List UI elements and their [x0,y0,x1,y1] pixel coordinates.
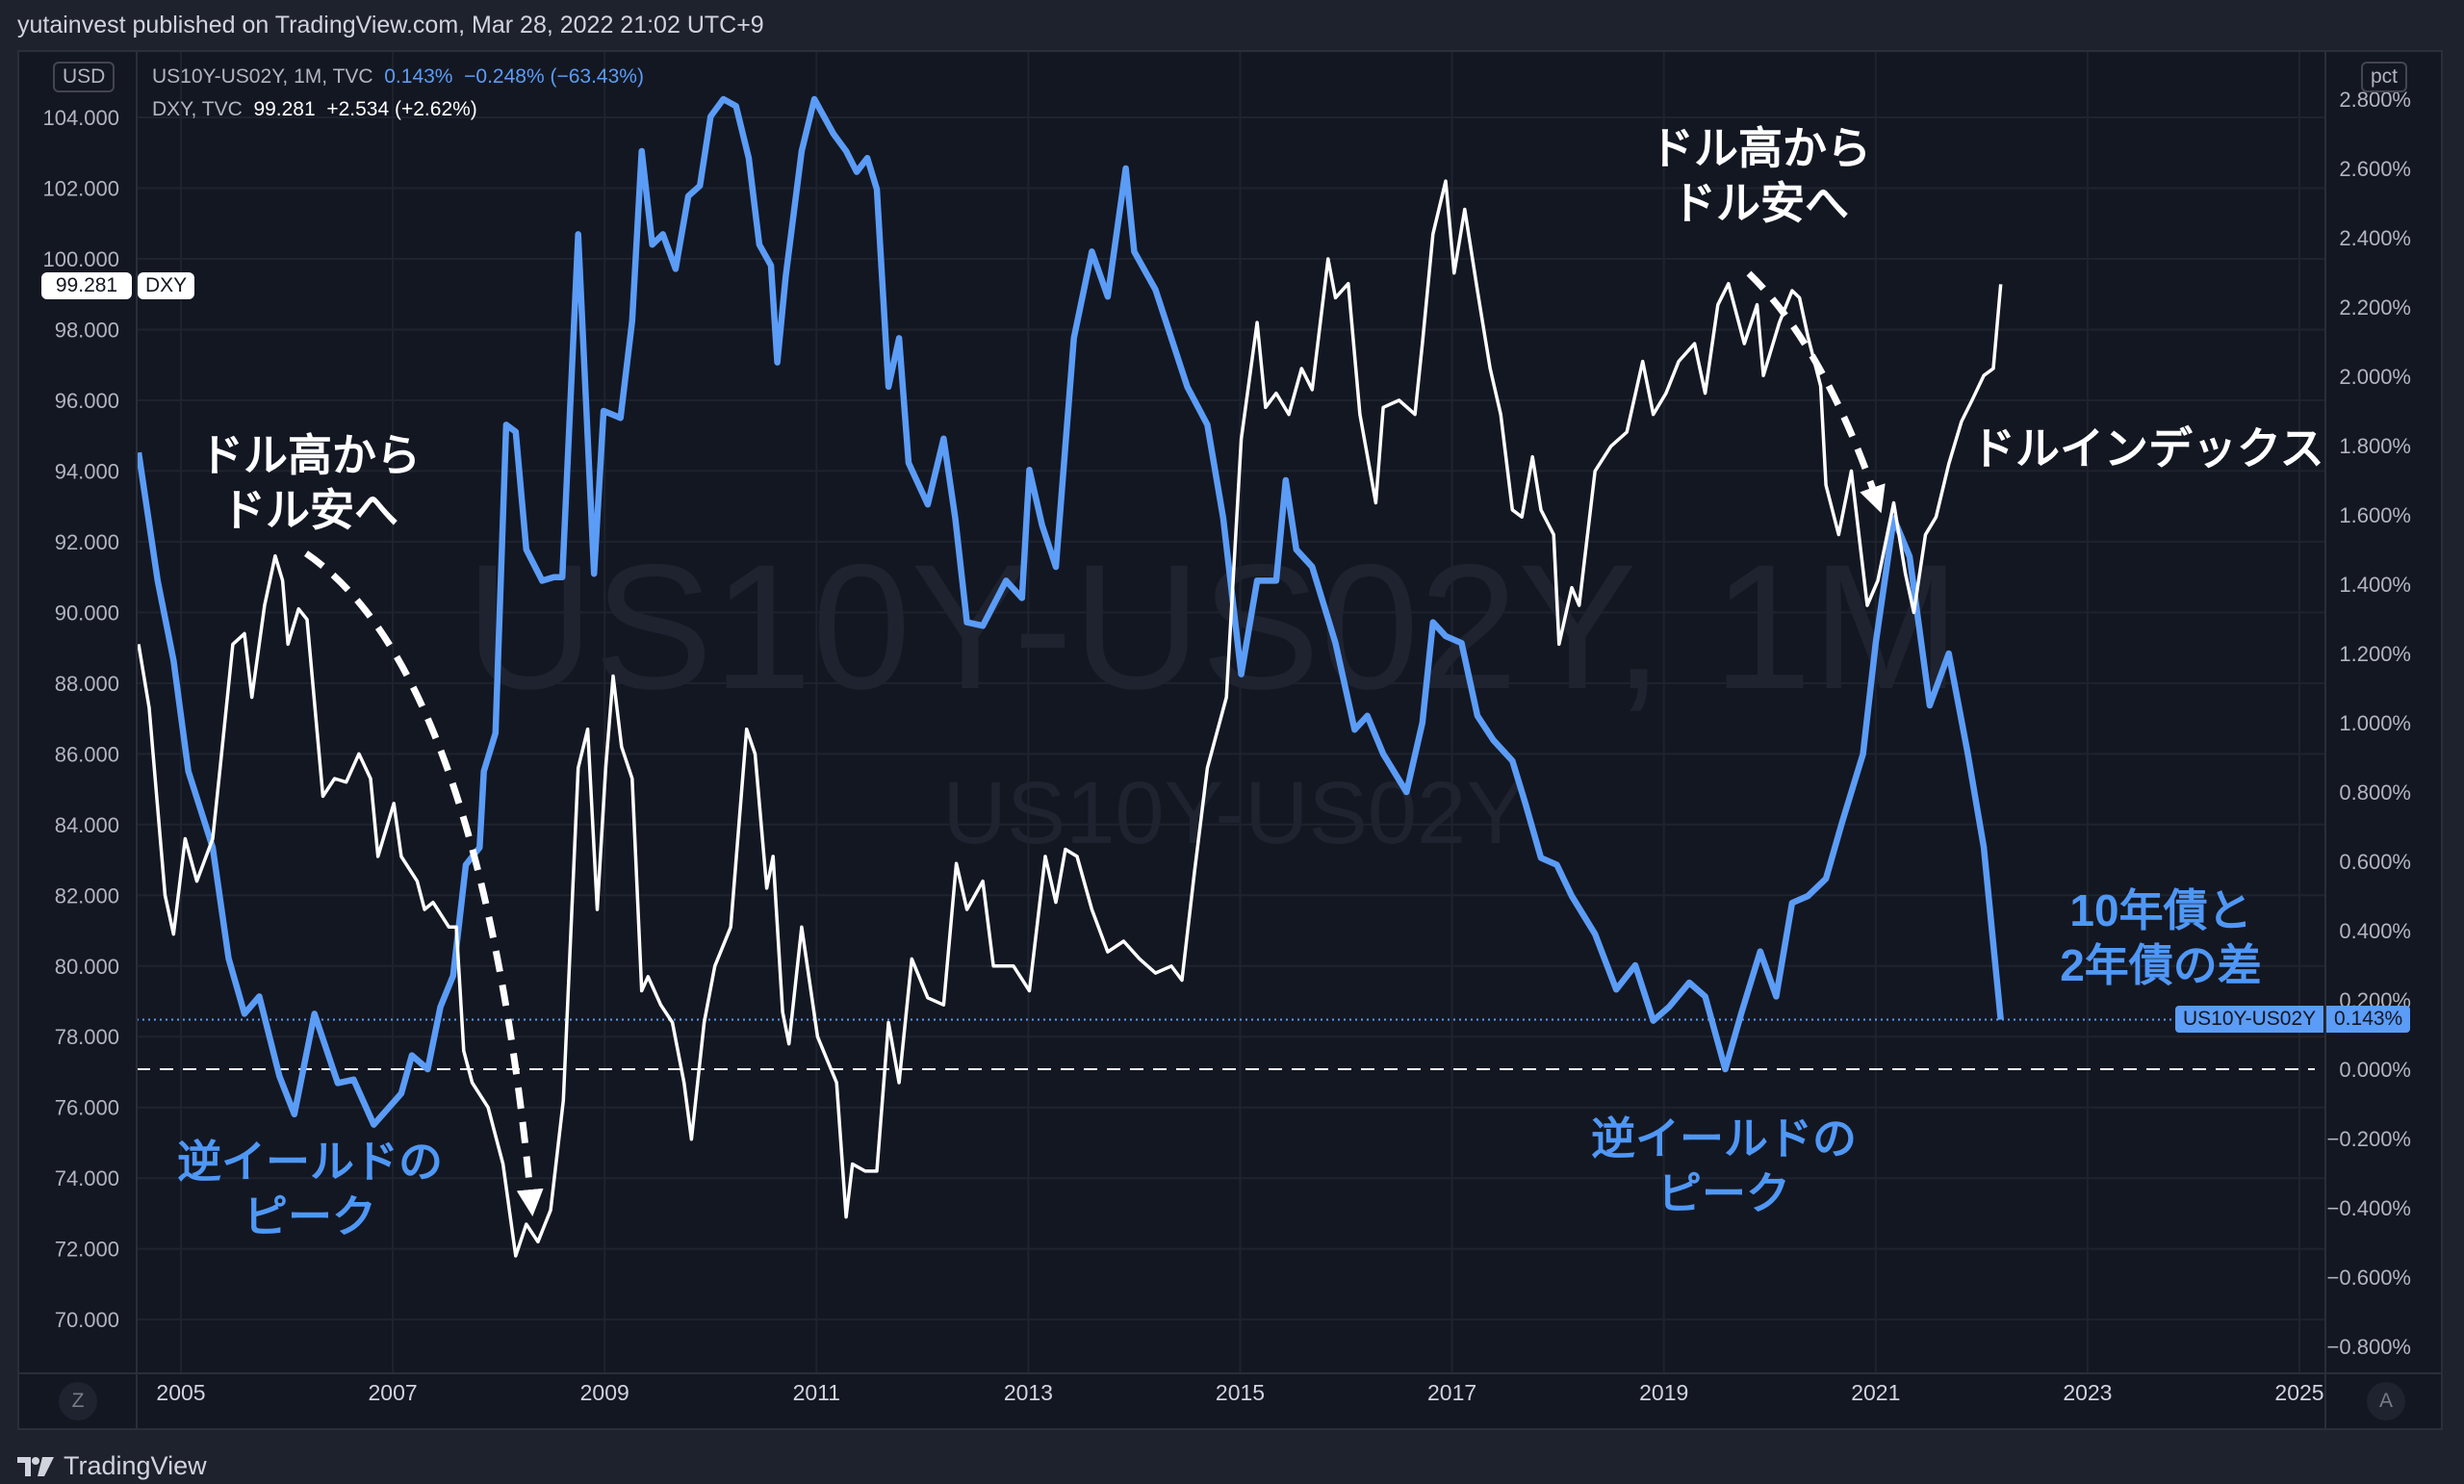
dxy-price-label: 99.281 [41,272,132,299]
left-axis-ticks: 104.000 102.000 100.000 98.000 96.000 94.000 9… [42,106,119,1332]
time-tick-label: 2013 [1004,1380,1053,1405]
tradingview-brand: TradingView [64,1451,207,1480]
right-tick-label: −0.400% [2327,1196,2411,1220]
series-lines [135,95,2004,1258]
left-tick-label: 98.000 [55,318,119,342]
time-axis-ticks: 2005 2007 2009 2011 2013 2015 2017 2019 2021 2023… [156,1380,2323,1405]
right-tick-label: 0.000% [2339,1058,2411,1082]
legend-spread[interactable]: US10Y-US02Y, 1M, TVC 0.143% −0.248% (−63… [152,65,644,89]
right-tick-label: −0.600% [2327,1266,2411,1290]
left-tick-label: 76.000 [55,1096,119,1120]
published-header: yutainvest published on TradingView.com,… [17,12,764,38]
annotation-usd-strong-to-weak-1: ドル高から ドル安へ [199,430,421,535]
reference-lines [137,1018,2325,1070]
right-tick-label: −0.200% [2327,1127,2411,1151]
time-tick-label: 2019 [1639,1380,1688,1405]
time-tick-label: 2005 [156,1380,205,1405]
time-tick-label: 2021 [1851,1380,1900,1405]
right-tick-label: 2.600% [2339,157,2411,181]
right-tick-label: 1.400% [2339,573,2411,597]
legend-spread-change: −0.248% (−63.43%) [464,65,644,88]
right-tick-label: 1.800% [2339,434,2411,458]
time-tick-label: 2017 [1427,1380,1476,1405]
left-tick-label: 86.000 [55,742,119,766]
left-tick-label: 90.000 [55,601,119,625]
chart-frame[interactable] [17,50,2443,1430]
left-tick-label: 94.000 [55,459,119,483]
spread-name-label: US10Y-US02Y [2175,1006,2324,1033]
time-tick-label: 2023 [2063,1380,2112,1405]
time-tick-label: 2011 [793,1380,840,1405]
left-tick-label: 74.000 [55,1166,119,1190]
legend-spread-name: US10Y-US02Y, 1M, TVC [152,65,373,88]
annotation-spread-label: 10年債と 2年債の差 [2060,885,2262,990]
legend-dxy-change: +2.534 (+2.62%) [326,98,477,120]
left-tick-label: 78.000 [55,1025,119,1049]
left-tick-label: 70.000 [55,1308,119,1332]
left-tick-label: 92.000 [55,530,119,554]
right-tick-label: 0.400% [2339,919,2411,943]
dashed-arrow-2020-2021 [1746,270,1886,514]
auto-scale-button[interactable]: A [2367,1382,2405,1420]
watermark-main: US10Y-US02Y, 1M [466,528,1961,727]
left-tick-label: 80.000 [55,955,119,979]
right-axis-ticks: 2.800%2.600%2.400%2.200%2.000%1.800%1.60… [2327,88,2411,1359]
tradingview-logo-icon [17,1456,54,1476]
auto-zoom-button[interactable]: Z [59,1382,97,1420]
time-tick-label: 2015 [1216,1380,1265,1405]
legend-spread-value: 0.143% [384,65,453,88]
dxy-name-label: DXY [138,272,195,299]
right-tick-label: 1.600% [2339,503,2411,527]
right-tick-label: 2.400% [2339,226,2411,250]
spread-line [135,95,2004,1128]
left-axis-unit-button[interactable]: USD [53,62,116,92]
left-tick-label: 84.000 [55,813,119,837]
left-tick-label: 104.000 [42,106,119,130]
legend-dxy[interactable]: DXY, TVC 99.281 +2.534 (+2.62%) [152,98,477,121]
left-tick-label: 72.000 [55,1238,119,1262]
time-tick-label: 2025 [2274,1380,2323,1405]
left-tick-label: 100.000 [42,247,119,271]
watermark-sub: US10Y-US02Y [942,764,1525,862]
left-tick-label: 88.000 [55,672,119,696]
annotation-inverted-peak-2: 逆イールドの ピーク [1591,1113,1857,1218]
right-tick-label: 2.000% [2339,365,2411,389]
time-tick-label: 2009 [580,1380,629,1405]
annotation-inverted-peak-1: 逆イールドの ピーク [177,1137,443,1241]
annotation-usd-strong-to-weak-2: ドル高から ドル安へ [1650,123,1871,228]
left-tick-label: 102.000 [42,176,119,200]
time-tick-label: 2007 [369,1380,418,1405]
right-tick-label: 0.800% [2339,780,2411,805]
tradingview-logo[interactable]: TradingView [17,1451,207,1481]
right-tick-label: 0.600% [2339,850,2411,874]
dxy-line [137,179,2003,1258]
spread-price-label: 0.143% [2326,1006,2411,1033]
legend-dxy-value: 99.281 [253,98,316,120]
left-tick-label: 96.000 [55,389,119,413]
right-tick-label: 1.000% [2339,711,2411,735]
right-tick-label: 1.200% [2339,642,2411,666]
right-axis-unit-button[interactable]: pct [2361,62,2408,92]
annotation-dollar-index: ドルインデックス [1971,423,2324,473]
left-tick-label: 82.000 [55,883,119,908]
dashed-arrow-2004-2008 [304,550,544,1216]
right-tick-label: 2.200% [2339,295,2411,320]
right-tick-label: −0.800% [2327,1335,2411,1359]
legend-dxy-name: DXY, TVC [152,98,243,120]
